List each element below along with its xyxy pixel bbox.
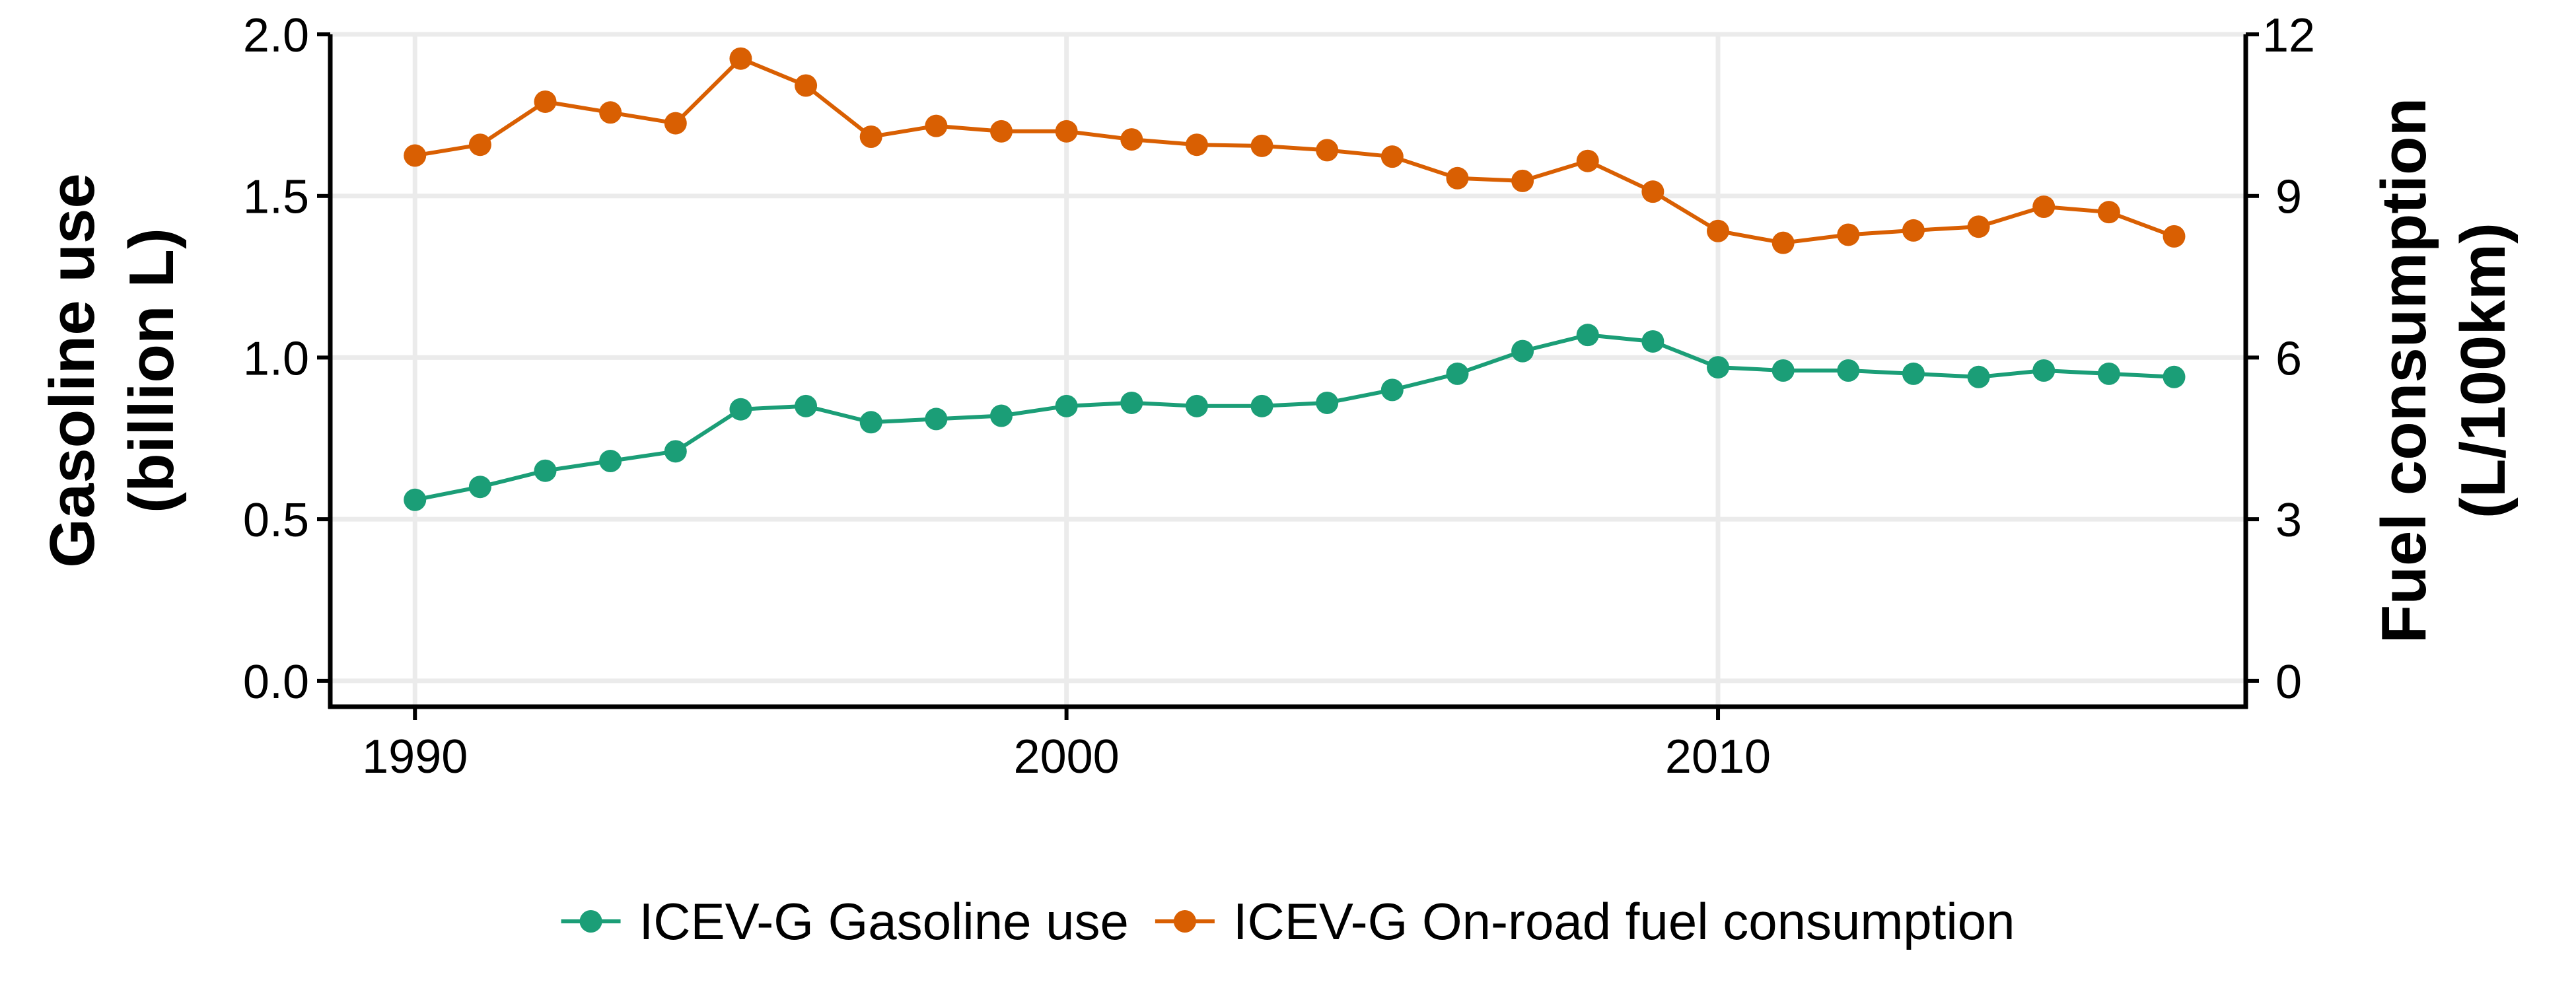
data-point <box>1576 149 1599 172</box>
x-tick-label: 2010 <box>1665 730 1771 783</box>
data-point <box>404 144 427 167</box>
data-point <box>989 404 1013 427</box>
legend-key-marker <box>1173 910 1196 933</box>
data-point <box>1316 139 1339 162</box>
data-point <box>2097 201 2120 224</box>
data-point <box>1837 223 1860 246</box>
legend-item: ICEV-G Gasoline use <box>561 892 1129 950</box>
series-line <box>414 333 2174 502</box>
axes-layer: 0.0 0.5 1.0 1.5 2.0 0 3 6 9 12 1990 2000 2010 Gasolin… <box>37 9 2519 783</box>
legend: ICEV-G Gasoline use ICEV-G On-road fuel c… <box>561 892 2015 950</box>
data-point <box>1902 362 1925 385</box>
data-point <box>1055 120 1078 143</box>
y-right-tick-label: 6 <box>2275 332 2302 385</box>
data-point <box>1120 391 1143 414</box>
data-point <box>925 408 948 431</box>
data-point <box>1316 391 1339 414</box>
data-point <box>1837 359 1860 382</box>
data-point <box>2032 195 2056 219</box>
y-left-tick-label: 0.5 <box>243 494 309 547</box>
data-point <box>795 394 818 417</box>
data-point <box>1055 394 1078 417</box>
data-point <box>1250 134 1273 157</box>
data-point <box>468 476 491 499</box>
data-point <box>989 120 1013 143</box>
legend-label: ICEV-G On-road fuel consumption <box>1233 892 2015 950</box>
data-point <box>468 133 491 157</box>
data-point <box>1511 169 1534 192</box>
y-right-tick-label: 9 <box>2275 171 2302 224</box>
y-right-title-line: (L/100km) <box>2448 223 2519 518</box>
y-right-tick-label: 3 <box>2275 494 2302 547</box>
data-point <box>1967 365 1990 388</box>
y-left-tick-label: 0.0 <box>243 656 309 709</box>
legend-item: ICEV-G On-road fuel consumption <box>1155 892 2015 950</box>
data-point <box>664 112 687 135</box>
data-point <box>729 398 752 421</box>
data-point <box>859 125 882 148</box>
data-point <box>1511 339 1534 363</box>
y-right-title-line: Fuel consumption <box>2369 98 2439 644</box>
data-point <box>2163 365 2186 388</box>
data-point <box>1576 324 1599 347</box>
data-point <box>1380 145 1404 168</box>
y-left-title-line: Gasoline use <box>37 173 108 568</box>
series-line <box>414 56 2175 245</box>
y-right-tick-label: 12 <box>2262 9 2315 62</box>
y-left-title-line: (billion L) <box>116 228 187 513</box>
legend-key-marker <box>579 910 602 933</box>
data-point <box>1185 133 1208 157</box>
data-point <box>925 114 948 137</box>
grid-layer <box>330 32 2246 707</box>
data-point <box>1707 356 1730 379</box>
data-point <box>2163 225 2186 248</box>
data-point <box>1120 128 1143 151</box>
series-group <box>404 324 2186 511</box>
data-point <box>729 47 752 70</box>
x-tick-label: 1990 <box>362 730 468 783</box>
data-point <box>1967 215 1990 238</box>
data-point <box>2032 359 2056 382</box>
y-left-tick-label: 1.0 <box>243 332 309 385</box>
series-layer <box>404 47 2186 511</box>
y-left-tick-label: 2.0 <box>243 9 309 62</box>
data-point <box>795 74 818 97</box>
data-point <box>1771 231 1795 254</box>
legend-label: ICEV-G Gasoline use <box>639 892 1129 950</box>
x-tick-label: 2000 <box>1014 730 1120 783</box>
data-point <box>1707 219 1730 242</box>
data-point <box>534 459 557 482</box>
data-point <box>1250 394 1273 417</box>
data-point <box>1902 219 1925 242</box>
data-point <box>1380 378 1404 402</box>
data-point <box>1446 166 1469 190</box>
data-point <box>1641 180 1664 203</box>
y-right-tick-label: 0 <box>2275 656 2302 709</box>
data-point <box>534 90 557 113</box>
data-point <box>1446 362 1469 385</box>
data-point <box>1771 359 1795 382</box>
series-group <box>404 47 2186 254</box>
data-point <box>859 411 882 434</box>
data-point <box>599 101 622 124</box>
data-point <box>664 440 687 463</box>
data-point <box>1641 330 1664 353</box>
data-point <box>599 450 622 473</box>
data-point <box>404 488 427 511</box>
y-left-tick-label: 1.5 <box>243 171 309 224</box>
data-point <box>1185 394 1208 417</box>
data-point <box>2097 362 2120 385</box>
